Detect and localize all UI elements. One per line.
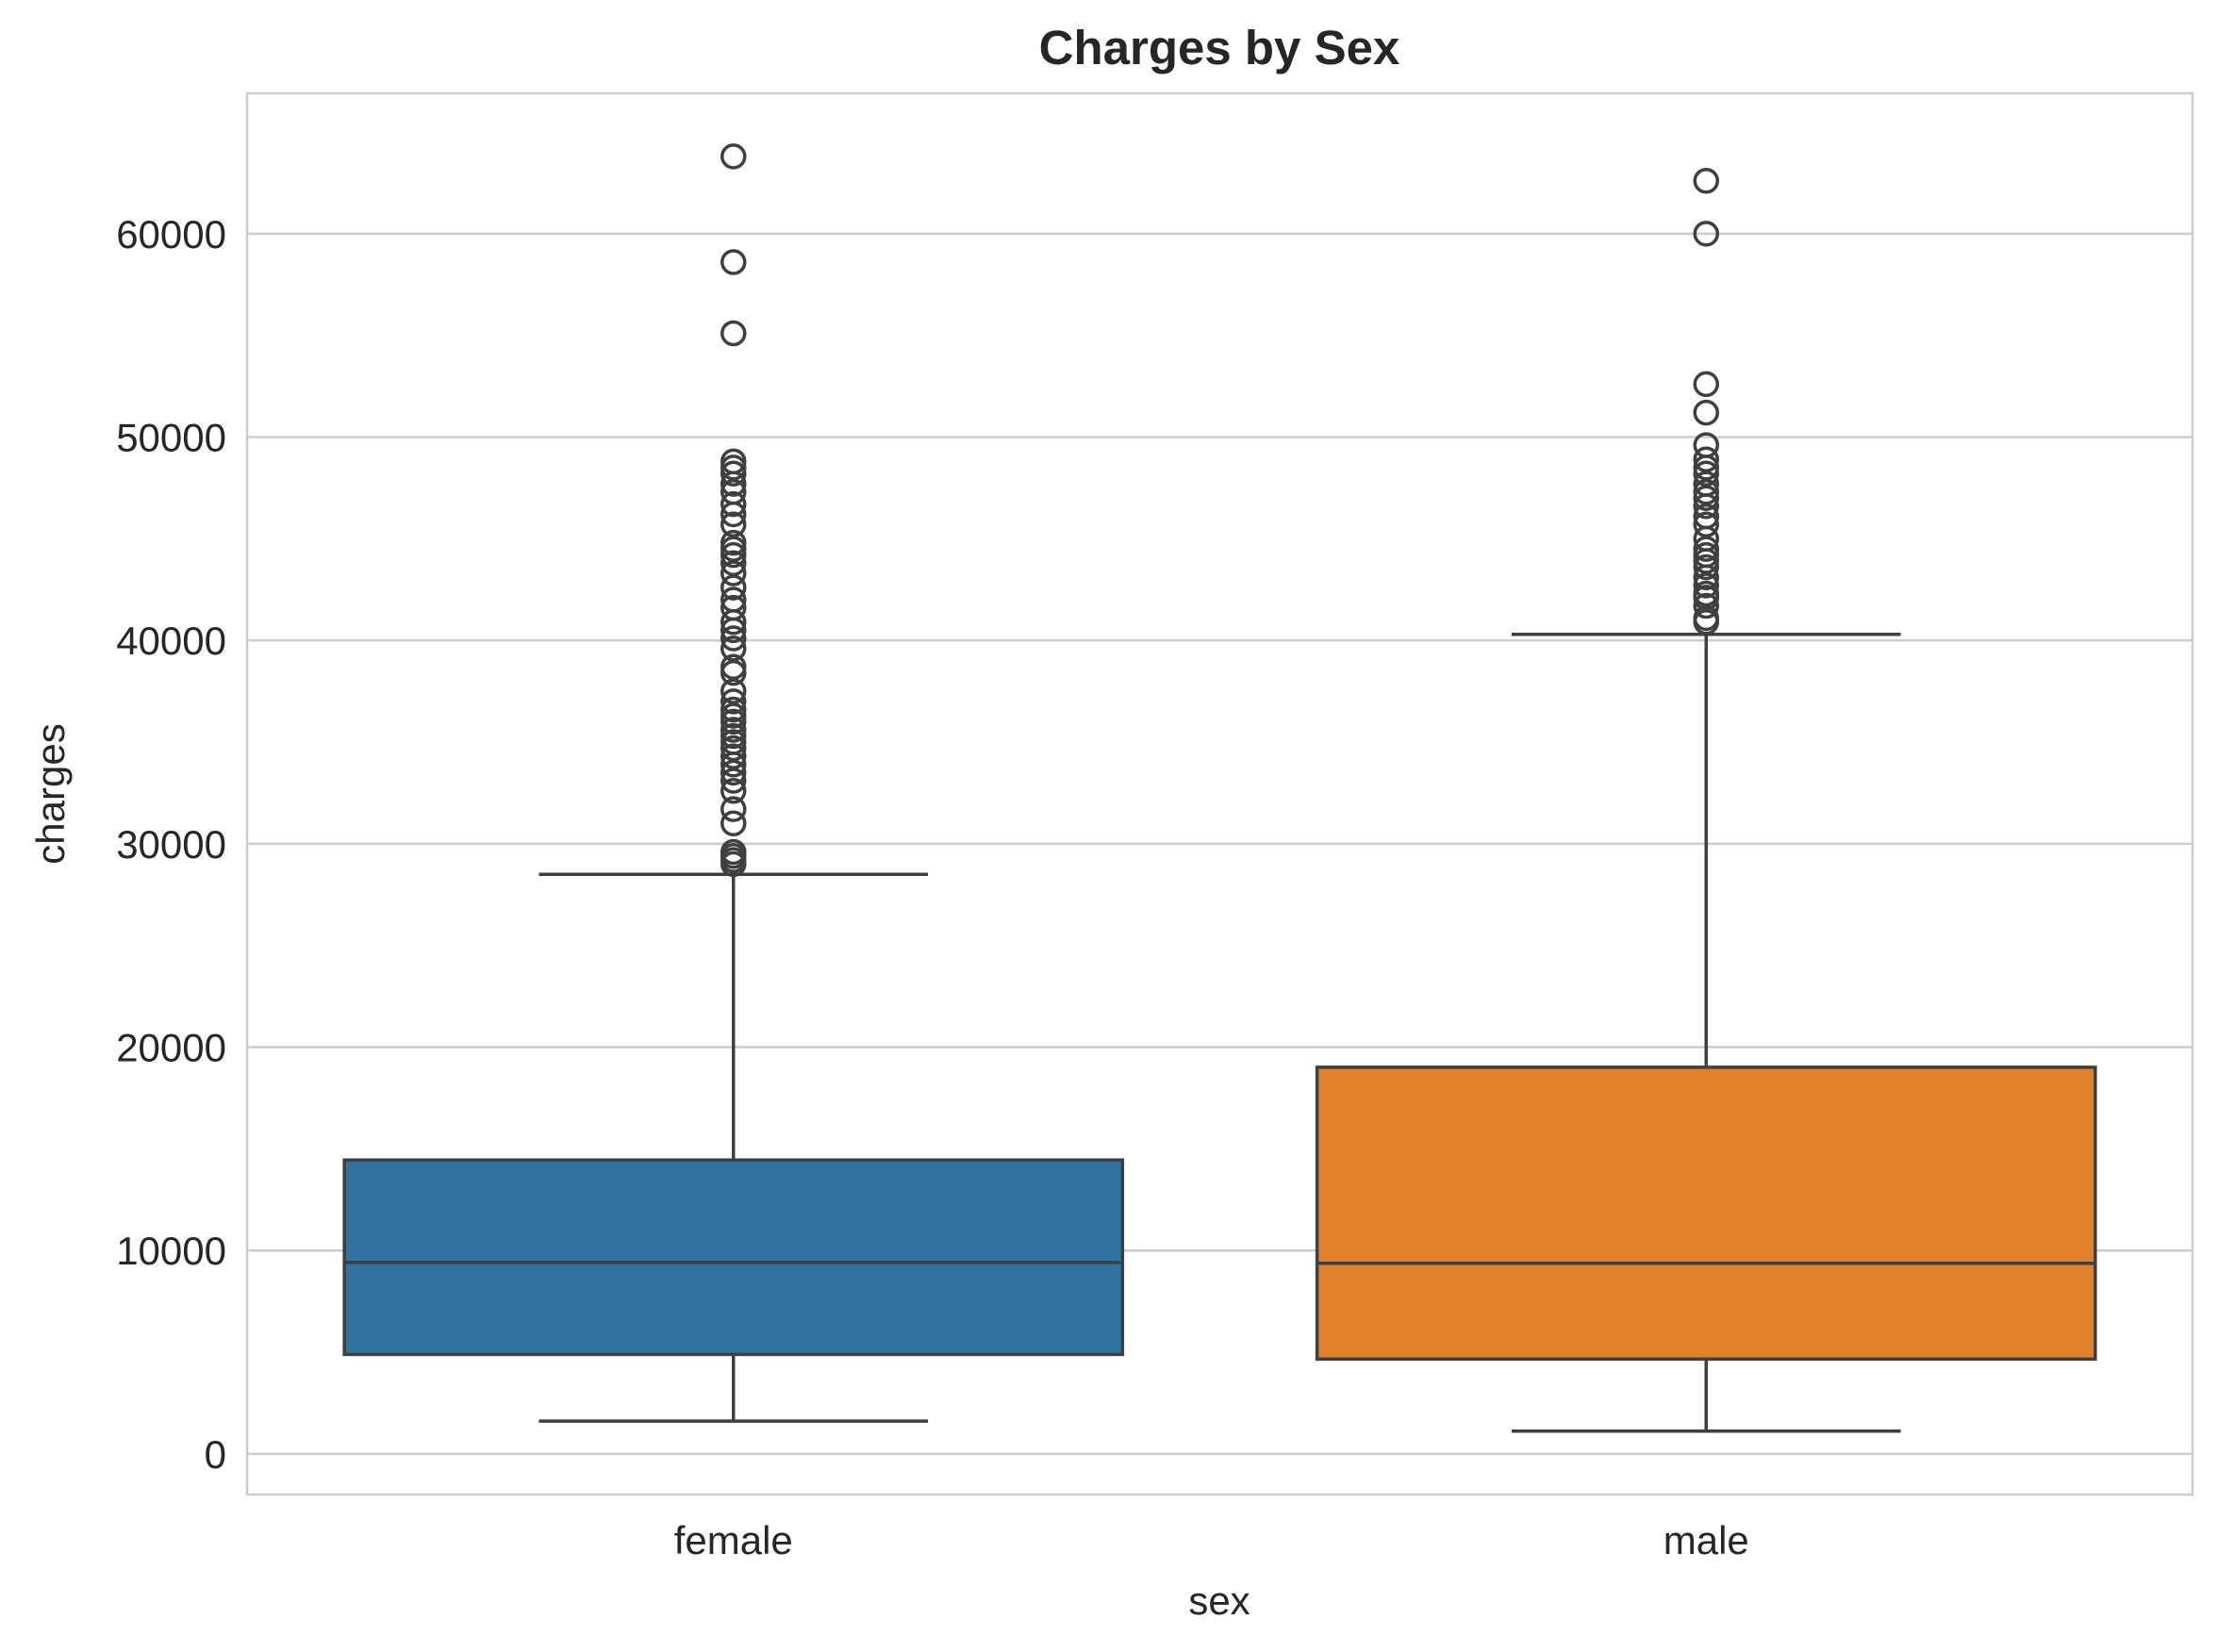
y-tick-label: 20000: [116, 1026, 226, 1070]
outlier-point: [720, 717, 747, 743]
outlier-point: [720, 768, 747, 794]
outlier-point: [720, 143, 747, 170]
tick-labels: 0 10000 20000 30000 40000 50000 60000 female mal…: [116, 212, 1749, 1562]
outlier-point: [1693, 503, 1719, 530]
box-group-female: [342, 143, 1125, 1423]
y-axis-label: charges: [28, 723, 73, 864]
outlier-point: [720, 490, 747, 518]
boxes: [342, 143, 2097, 1433]
iqr-box: [342, 1158, 1125, 1357]
outlier-point: [720, 625, 747, 652]
outlier-point: [1693, 471, 1719, 497]
outlier-point: [1693, 511, 1719, 537]
outlier-point: [720, 586, 747, 613]
outlier-point: [720, 529, 747, 556]
outlier-point: [720, 320, 747, 347]
y-tick-label: 30000: [116, 822, 226, 867]
y-tick-label: 0: [205, 1432, 226, 1477]
outlier-point: [1693, 221, 1719, 247]
outlier-point: [720, 810, 747, 837]
x-tick-label-female: female: [674, 1518, 793, 1562]
outlier-point: [720, 653, 747, 680]
outlier-point: [720, 574, 747, 601]
outlier-point: [1693, 446, 1719, 472]
outlier-point: [1693, 604, 1719, 632]
outlier-point: [720, 636, 747, 662]
outlier-point: [1693, 399, 1719, 426]
outlier-point: [720, 550, 747, 576]
outlier-point: [720, 678, 747, 704]
outlier-point: [720, 560, 747, 586]
chart-title: Charges by Sex: [1039, 21, 1400, 74]
x-axis-label: sex: [1188, 1578, 1250, 1623]
outlier-point: [720, 511, 747, 537]
outlier-point: [1693, 572, 1719, 599]
y-tick-label: 50000: [116, 415, 226, 459]
outlier-point: [1693, 167, 1719, 194]
outlier-point: [720, 696, 747, 723]
plot-area-frame: [245, 91, 2194, 1496]
y-tick-label: 10000: [116, 1229, 226, 1273]
outlier-point: [720, 448, 747, 475]
outlier-point: [720, 249, 747, 275]
outlier-point: [720, 688, 747, 715]
outlier-point: [1693, 432, 1719, 458]
outlier-point: [720, 759, 747, 786]
outlier-point: [720, 743, 747, 769]
outlier-point: [720, 796, 747, 822]
y-tick-label: 40000: [116, 619, 226, 663]
outlier-point: [720, 478, 747, 505]
box-group-male: [1315, 167, 2097, 1433]
y-tick-label: 60000: [116, 212, 226, 256]
outlier-point: [1693, 371, 1719, 398]
outlier-point: [720, 838, 747, 866]
outlier-point: [720, 778, 747, 804]
x-tick-label-male: male: [1664, 1518, 1749, 1562]
iqr-box: [1315, 1066, 2097, 1362]
outlier-point: [1693, 478, 1719, 505]
outlier-point: [720, 594, 747, 621]
outlier-point: [1693, 536, 1719, 562]
outlier-point: [1693, 592, 1719, 620]
outlier-point: [1693, 580, 1719, 607]
